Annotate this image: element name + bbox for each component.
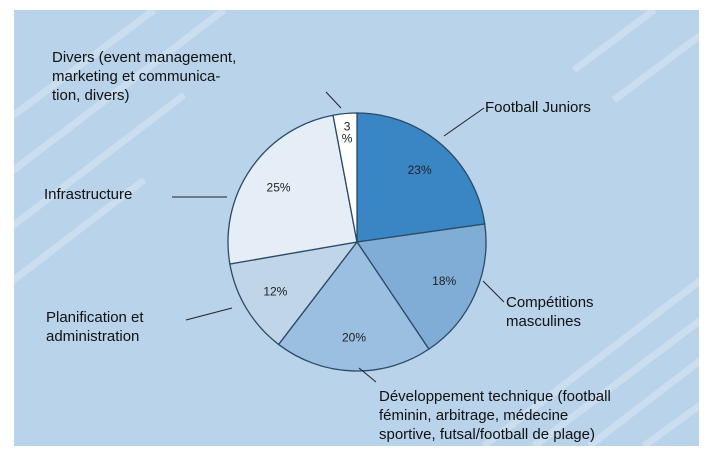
label-infrastructure: Infrastructure	[44, 186, 133, 203]
pct-label-divers: 3%	[342, 120, 353, 146]
leader-divers	[325, 91, 342, 109]
pie-slice-football-juniors	[356, 112, 486, 243]
pct-label-developpement: 20%	[342, 330, 366, 344]
label-football-juniors: Football Juniors	[485, 99, 591, 116]
pie-chart: 23% 18% 20% 12% 25% 3%	[172, 91, 505, 383]
pie-slice-developpement	[277, 240, 430, 372]
leader-competitions	[482, 280, 505, 303]
pie-slice-infrastructure	[227, 114, 358, 265]
pie-slice-competitions	[355, 223, 487, 351]
chart-panel: 23% 18% 20% 12% 25% 3% Football Juniors Compé…	[14, 10, 699, 446]
pct-label-football-juniors: 23%	[408, 163, 432, 177]
leader-planification	[185, 307, 233, 321]
label-competitions: Compétitions masculines	[506, 294, 594, 330]
pie-slice-planification	[229, 241, 359, 346]
pie-slice-divers	[332, 112, 358, 243]
background-stripes	[14, 10, 699, 446]
label-developpement: Développement technique (football fémini…	[379, 388, 611, 443]
leader-football-juniors	[443, 107, 485, 137]
pct-label-competitions: 18%	[432, 274, 456, 288]
leader-developpement	[358, 367, 377, 383]
pct-label-infrastructure: 25%	[267, 181, 291, 195]
pct-label-planification: 12%	[263, 284, 287, 298]
label-divers: Divers (event management, marketing et c…	[52, 49, 237, 104]
label-planification: Planification et administration	[46, 309, 144, 345]
